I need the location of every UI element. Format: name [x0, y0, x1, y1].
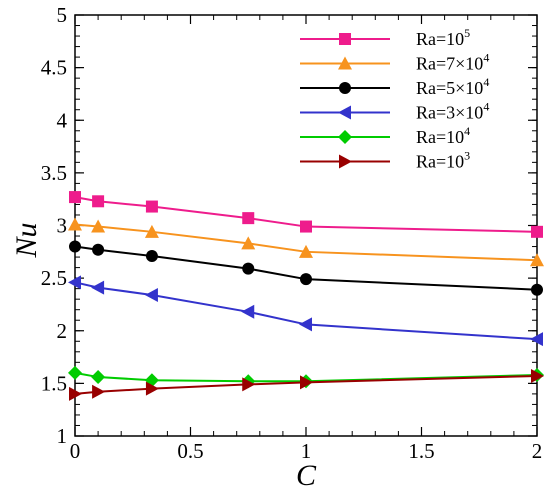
x-tick-label: 1.5 — [408, 439, 434, 463]
data-point — [300, 273, 312, 286]
legend-marker — [338, 130, 352, 144]
x-tick-label: 0 — [70, 439, 81, 463]
y-tick-label: 1.5 — [41, 371, 67, 395]
series-line — [74, 281, 538, 341]
series-line — [74, 223, 538, 262]
data-point — [91, 219, 106, 233]
data-point — [145, 200, 158, 213]
legend-label: Ra=5×104 — [416, 75, 489, 98]
data-point — [531, 225, 543, 238]
legend-item: Ra=104 — [300, 124, 470, 147]
y-tick-label: 3 — [57, 214, 68, 238]
series-1 — [68, 217, 544, 267]
data-point — [144, 287, 158, 302]
data-point — [241, 304, 255, 319]
x-tick-label: 1 — [301, 439, 312, 463]
legend-item: Ra=7×104 — [300, 51, 489, 74]
data-point — [92, 243, 105, 256]
y-tick-label: 2.5 — [41, 266, 67, 290]
legend-marker — [339, 82, 351, 94]
data-point — [242, 262, 255, 275]
data-point — [300, 375, 313, 390]
data-point — [69, 386, 82, 401]
y-tick-label: 4 — [57, 108, 68, 132]
legend-label: Ra=7×104 — [416, 51, 489, 74]
series-3 — [68, 275, 543, 347]
data-point — [242, 377, 256, 392]
series-0 — [69, 191, 543, 238]
y-axis-title: Nu — [10, 222, 43, 258]
data-point — [92, 384, 106, 399]
y-tick-label: 2 — [57, 319, 68, 343]
data-point — [299, 317, 312, 332]
data-point — [144, 224, 159, 238]
data-point — [241, 236, 256, 250]
x-tick-label: 0.5 — [177, 439, 203, 463]
data-point — [69, 191, 81, 204]
data-point — [530, 253, 544, 267]
legend-item: Ra=3×104 — [300, 100, 489, 123]
data-point — [300, 220, 312, 233]
data-point — [68, 365, 82, 380]
legend-marker — [339, 33, 351, 45]
x-tick-label: 2 — [532, 439, 543, 463]
data-point — [91, 280, 105, 295]
y-tick-label: 1 — [57, 424, 68, 448]
data-point — [145, 250, 158, 263]
y-tick-label: 4.5 — [41, 56, 67, 80]
legend-item: Ra=5×104 — [300, 75, 489, 98]
data-point — [92, 195, 105, 208]
series-5 — [69, 369, 544, 401]
data-point — [69, 240, 81, 253]
data-point — [91, 370, 106, 385]
legend-item: Ra=103 — [300, 149, 470, 172]
axes: 0 0.5 1 1.5 2 1 1.5 2 2.5 3 3.5 4 4.5 5 — [41, 3, 543, 463]
series-2 — [69, 240, 543, 296]
legend-label: Ra=104 — [416, 124, 470, 147]
data-point — [68, 275, 81, 290]
legend-label: Ra=103 — [416, 149, 470, 172]
data-point — [242, 212, 255, 225]
data-point — [145, 381, 159, 396]
series-group — [68, 191, 544, 401]
legend: Ra=105Ra=7×104Ra=5×104Ra=3×104Ra=104Ra=1… — [300, 26, 489, 172]
legend-label: Ra=105 — [416, 26, 470, 49]
legend-marker — [339, 154, 352, 169]
data-point — [299, 244, 313, 258]
y-tick-label: 5 — [57, 3, 68, 27]
legend-label: Ra=3×104 — [416, 100, 489, 123]
data-point — [68, 217, 82, 231]
data-point — [531, 283, 543, 296]
y-tick-label: 3.5 — [41, 161, 67, 185]
data-point — [530, 332, 543, 347]
legend-marker — [338, 56, 352, 70]
data-point — [531, 369, 544, 384]
x-axis-title: C — [296, 459, 317, 492]
legend-item: Ra=105 — [300, 26, 470, 49]
legend-marker — [338, 105, 351, 120]
